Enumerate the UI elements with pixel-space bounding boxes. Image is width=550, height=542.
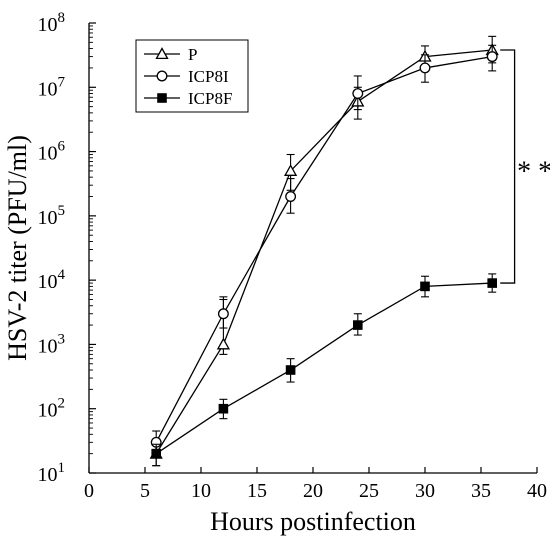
series-icp8i: [150, 44, 498, 455]
data-point-triangle: [283, 164, 298, 176]
y-tick-label: 103: [38, 331, 66, 357]
x-axis: 0 5 10 15 20 25 30 35 40: [84, 467, 547, 502]
significance-bracket: [500, 49, 516, 284]
y-tick-label: 106: [38, 139, 66, 165]
y-axis: 101 102 103 104 105 106 107 108: [38, 10, 96, 486]
x-tick-label: 10: [191, 480, 211, 502]
data-point-square: [157, 93, 167, 103]
x-tick-label: 40: [527, 480, 547, 502]
x-axis-title: Hours postinfection: [210, 507, 416, 536]
data-point-square: [420, 281, 430, 292]
x-tick-label: 20: [303, 480, 323, 502]
x-tick-label: 15: [247, 480, 267, 502]
data-point-square: [151, 448, 161, 459]
data-point-circle: [486, 51, 498, 63]
data-point-triangle: [216, 337, 231, 350]
series-layer: [149, 35, 499, 467]
x-tick-label: 30: [415, 480, 435, 502]
legend-label: ICP8F: [188, 89, 232, 108]
data-point-triangle: [155, 47, 169, 60]
legend-item-icp8f: ICP8F: [144, 89, 232, 108]
data-point-circle: [217, 308, 229, 320]
x-tick-label: 25: [359, 480, 379, 502]
y-axis-title: HSV-2 titer (PFU/ml): [3, 135, 32, 361]
significance-label: * *: [517, 157, 550, 188]
x-tick-label: 5: [140, 480, 150, 502]
legend-item-p: P: [144, 45, 197, 64]
x-tick-label: 0: [84, 480, 94, 502]
y-tick-label: 102: [38, 396, 66, 422]
data-point-circle: [419, 62, 431, 74]
x-tick-label: 35: [471, 480, 491, 502]
y-tick-label: 104: [38, 267, 66, 293]
y-tick-label: 101: [38, 460, 66, 486]
y-tick-label: 107: [38, 74, 66, 100]
series-line: [155, 49, 493, 454]
data-point-circle: [285, 191, 297, 202]
data-point-circle: [156, 70, 168, 82]
legend: P ICP8I ICP8F: [135, 39, 249, 113]
legend-label: ICP8I: [188, 67, 229, 86]
data-point-square: [487, 278, 497, 288]
series-line: [155, 282, 493, 455]
data-point-circle: [352, 88, 364, 99]
data-point-square: [218, 403, 229, 414]
series-icp8f: [151, 273, 497, 467]
y-tick-label: 108: [38, 10, 66, 36]
y-tick-label: 105: [38, 203, 66, 229]
data-point-square: [285, 365, 296, 375]
significance-annotation: * *: [500, 49, 550, 284]
series-line: [155, 55, 493, 443]
legend-label: P: [188, 45, 197, 64]
legend-item-icp8i: ICP8I: [144, 67, 229, 86]
data-point-square: [353, 320, 363, 330]
